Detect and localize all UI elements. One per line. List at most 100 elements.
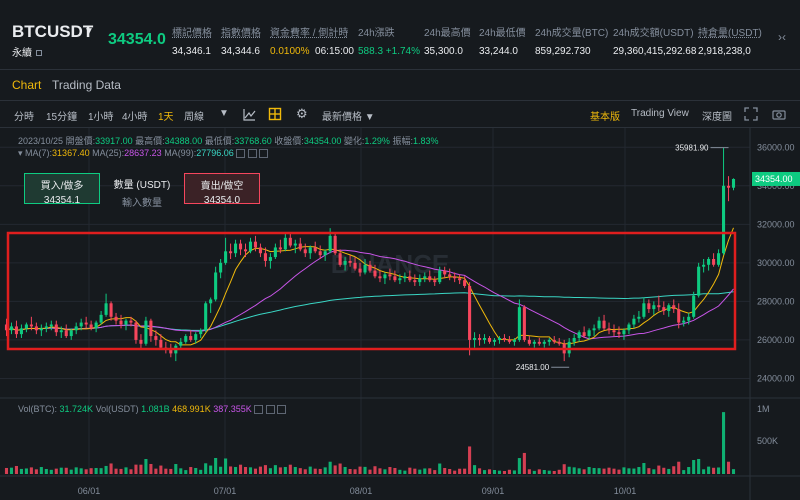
view-basic[interactable]: 基本版 — [590, 112, 620, 123]
sell-short-button[interactable]: 賣出/做空 34354.0 — [184, 173, 260, 206]
stat-label[interactable]: 標記價格 — [172, 28, 212, 39]
interval-4h[interactable]: 4小時 — [122, 112, 148, 123]
candle-body — [154, 336, 158, 340]
volume-tick-label: 1M — [757, 404, 770, 414]
visibility-icon[interactable] — [236, 149, 246, 159]
volume-bar — [722, 412, 726, 474]
close-label: 收盤價: — [274, 136, 304, 146]
stat-label[interactable]: 持倉量(USDT) — [698, 28, 762, 39]
tab-chart[interactable]: Chart — [12, 78, 42, 92]
close-icon[interactable] — [277, 405, 287, 415]
candlestick-chart[interactable]: BINANCE 36000.0034000.0032000.0030000.00… — [0, 128, 800, 500]
candle-body — [438, 270, 442, 283]
volume-bar — [114, 468, 118, 474]
volume-bar — [448, 468, 452, 474]
candle-body — [453, 276, 457, 279]
candle-body — [557, 341, 561, 344]
candle-body — [109, 303, 113, 317]
volume-bar — [144, 459, 148, 474]
stat-mark-price: 標記價格 34,346.1 — [172, 24, 212, 57]
interval-1h[interactable]: 1小時 — [88, 112, 114, 123]
settings-icon[interactable] — [265, 405, 275, 415]
candle-body — [124, 320, 128, 325]
volume-bar — [602, 468, 606, 474]
volume-bar — [253, 468, 258, 474]
gear-icon[interactable]: ⚙ — [296, 106, 308, 121]
view-tradingview[interactable]: Trading View — [631, 108, 689, 119]
view-depth[interactable]: 深度圖 — [702, 112, 732, 123]
candle-body — [677, 309, 681, 323]
stat-label[interactable]: 指數價格 — [221, 28, 261, 39]
chart-area[interactable]: BINANCE 36000.0034000.0032000.0030000.00… — [0, 128, 800, 500]
interval-1d[interactable]: 1天 — [158, 112, 174, 123]
open-value: 33917.00 — [95, 136, 133, 146]
interval-time[interactable]: 分時 — [14, 112, 34, 123]
price-tick-label: 28000.00 — [757, 296, 795, 306]
chevron-down-icon[interactable]: ▼ — [84, 26, 94, 37]
quantity-placeholder: 輸入數量 — [122, 198, 162, 209]
buy-long-button[interactable]: 買入/做多 34354.1 — [24, 173, 100, 206]
candle-body — [273, 247, 277, 258]
settings-icon[interactable] — [247, 149, 257, 159]
interval-weekly[interactable]: 周線 — [184, 112, 204, 123]
candle-body — [587, 330, 591, 337]
volume-bar — [9, 467, 14, 474]
candle-body — [229, 251, 233, 254]
candle-body — [522, 307, 526, 340]
symbol-selector[interactable]: BTCUSDT — [12, 22, 94, 41]
volume-bar — [368, 469, 372, 474]
layout-icon[interactable] — [268, 107, 282, 121]
camera-icon[interactable] — [772, 107, 786, 121]
close-value: 34354.00 — [303, 136, 342, 146]
visibility-icon[interactable] — [254, 405, 264, 415]
volume-bar — [497, 470, 502, 474]
volume-bar — [622, 467, 626, 474]
interval-15m[interactable]: 15分鐘 — [46, 112, 78, 123]
high-value: 34388.00 — [164, 136, 203, 146]
volume-bar — [238, 464, 243, 474]
chevron-down-icon[interactable]: ▾ — [18, 148, 23, 158]
fullscreen-icon[interactable] — [744, 107, 758, 121]
expand-icon[interactable]: ›‹ — [778, 30, 786, 44]
stat-label[interactable]: 資金費率 / 倒計時 — [270, 28, 349, 39]
stat-value: 29,360,415,292.68 — [613, 46, 697, 57]
volume-bar — [627, 468, 631, 474]
volume-bar — [542, 470, 546, 474]
price-type-select[interactable]: 最新價格 ▼ — [322, 112, 375, 123]
stat-24h-volume-btc: 24h成交量(BTC) 859,292.730 — [535, 24, 608, 57]
candle-body — [74, 326, 78, 331]
volume-bar — [54, 468, 58, 474]
candle-body — [517, 307, 521, 340]
stat-value: 34,346.1 — [172, 46, 211, 57]
candle-body — [652, 305, 656, 310]
volume-bar — [383, 469, 387, 474]
volume-bar — [298, 468, 302, 474]
stat-label: 24h成交額(USDT) — [613, 28, 694, 39]
candle-body — [323, 251, 327, 256]
candle-body — [692, 295, 696, 317]
ma99-value: 27796.06 — [196, 148, 234, 158]
min-price-label: 24581.00 — [516, 363, 550, 372]
price-tick-label: 26000.00 — [757, 335, 795, 345]
tab-trading-data[interactable]: Trading Data — [52, 78, 121, 92]
indicator-icon[interactable] — [242, 108, 256, 122]
ma99-line — [6, 291, 734, 331]
volume-bar — [552, 471, 556, 474]
volume-bar — [567, 466, 571, 474]
info-icon[interactable] — [36, 50, 42, 56]
buy-price: 34354.1 — [43, 195, 81, 206]
chevron-down-icon[interactable]: ▼ — [219, 108, 229, 119]
volume-bar — [697, 458, 701, 474]
ma25-line — [6, 249, 734, 340]
volume-bar — [159, 465, 163, 474]
candle-body — [24, 324, 28, 329]
candle-body — [44, 326, 48, 329]
candle-body — [283, 237, 287, 250]
volume-bar — [413, 468, 417, 474]
volume-bar — [338, 463, 342, 474]
close-icon[interactable] — [259, 149, 269, 159]
volume-bar — [308, 466, 312, 474]
quantity-input[interactable]: 數量 (USDT) 輸入數量 — [104, 173, 180, 209]
volume-bar — [537, 469, 541, 474]
stat-funding-rate: 資金費率 / 倒計時 0.0100% 06:15:00 — [270, 24, 354, 57]
